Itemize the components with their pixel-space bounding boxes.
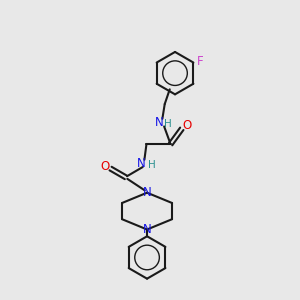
Text: H: H xyxy=(164,119,172,129)
Text: N: N xyxy=(143,186,152,199)
Text: H: H xyxy=(148,160,155,170)
Text: N: N xyxy=(137,157,146,170)
Text: F: F xyxy=(196,55,203,68)
Text: N: N xyxy=(154,116,163,129)
Text: N: N xyxy=(143,223,152,236)
Text: O: O xyxy=(182,119,192,132)
Text: O: O xyxy=(100,160,110,173)
